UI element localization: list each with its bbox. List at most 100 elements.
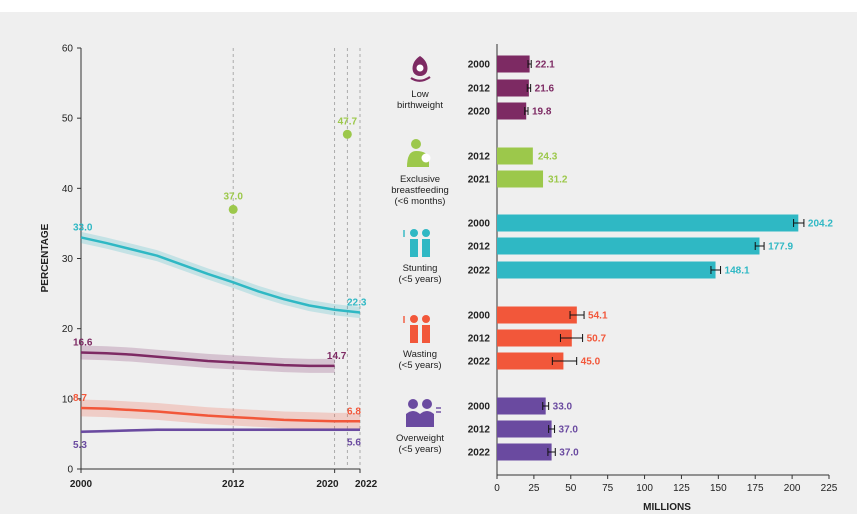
bar-x-tick-label: 125 (673, 483, 690, 494)
low-birthweight-icon (410, 56, 431, 82)
overweight-bar-value-label: 37.0 (559, 425, 579, 436)
wasting-bar-value-label: 45.0 (581, 357, 601, 368)
stunting-bar-value-label: 148.1 (725, 266, 750, 277)
bar-chart: 0 25 50 75 100 125 150 175 200 225 MILLIONS 2000 22.… (468, 44, 838, 513)
y-tick-label: 30 (62, 254, 74, 265)
category-label: (<6 months) (395, 196, 446, 207)
category-label: Exclusive (400, 174, 440, 185)
overweight-bar (497, 443, 552, 461)
stunting-bar-value-label: 177.9 (768, 242, 793, 253)
stunting-icon (403, 229, 430, 257)
child-body-shape (420, 411, 434, 427)
child-head-shape (410, 315, 418, 323)
bar-year-label: 2000 (468, 219, 491, 230)
low_birthweight-bar (497, 55, 530, 73)
top-band (0, 0, 857, 12)
bar-year-label: 2012 (468, 425, 491, 436)
overweight-start-label: 5.3 (73, 440, 87, 451)
y-tick-label: 20 (62, 324, 74, 335)
child-head-shape (422, 315, 430, 323)
child-head-shape (422, 229, 430, 237)
breastfeeding-bar (497, 147, 533, 165)
child-body-shape (410, 239, 418, 257)
bar-x-tick-label: 75 (602, 483, 614, 494)
bar-x-tick-label: 150 (710, 483, 727, 494)
x-tick-label: 2022 (355, 479, 378, 490)
low_birthweight-bar (497, 79, 529, 97)
mother-head-shape (411, 139, 421, 149)
overweight-bar (497, 397, 546, 415)
stunting-uncertainty-band (81, 231, 360, 319)
y-axis-label: PERCENTAGE (40, 223, 51, 292)
category-label: (<5 years) (398, 360, 441, 371)
wasting-uncertainty-band (81, 399, 360, 430)
category-label: birthweight (397, 100, 443, 111)
wasting-bar (497, 329, 572, 347)
wasting-bar (497, 306, 577, 324)
child-head-shape (422, 399, 432, 409)
overweight-line (80, 428, 360, 434)
low_birthweight-start-label: 16.6 (73, 338, 93, 349)
hand-shape (410, 76, 431, 82)
breastfeeding-icon (407, 139, 431, 167)
child-head-shape (410, 229, 418, 237)
overweight-bar (497, 420, 552, 438)
category-label: (<5 years) (398, 274, 441, 285)
bar-year-label: 2012 (468, 84, 491, 95)
bar-year-label: 2012 (468, 152, 491, 163)
bar-year-label: 2022 (468, 266, 491, 277)
low_birthweight-bar-value-label: 21.6 (535, 84, 555, 95)
breastfeeding-point (228, 204, 238, 214)
bar-x-tick-label: 0 (494, 483, 500, 494)
bar-year-label: 2000 (468, 311, 491, 322)
bar-year-label: 2020 (468, 107, 491, 118)
bar-x-tick-label: 225 (821, 483, 838, 494)
child-head-shape (408, 399, 418, 409)
wasting-line (80, 406, 360, 423)
bar-year-label: 2022 (468, 357, 491, 368)
overweight-icon (406, 399, 441, 427)
x-tick-label: 2012 (222, 479, 245, 490)
bar-x-tick-label: 175 (747, 483, 764, 494)
low_birthweight-bar (497, 102, 527, 120)
baby-head-shape (421, 153, 431, 163)
wasting-start-label: 8.7 (73, 393, 87, 404)
x-tick-label: 2000 (70, 479, 93, 490)
breastfeeding-bar (497, 170, 544, 188)
line-chart: 0 10 20 30 40 50 60 2000 2012 2020 2022 PERCENTAGE 3… (40, 44, 378, 491)
bar-year-label: 2012 (468, 242, 491, 253)
category-label: Overweight (396, 433, 444, 444)
bar-year-label: 2021 (468, 175, 491, 186)
low_birthweight-bar-value-label: 22.1 (535, 60, 555, 71)
bar-x-tick-label: 200 (784, 483, 801, 494)
bar-x-axis-label: MILLIONS (643, 502, 691, 513)
weight-dial-shape (416, 64, 424, 72)
stunting-bar (497, 214, 799, 232)
child-body-shape (422, 325, 430, 343)
bar-x-tick-label: 50 (565, 483, 577, 494)
stunting-bar (497, 237, 760, 255)
overweight-end-label: 5.6 (347, 438, 361, 449)
category-label: Low (411, 89, 429, 100)
child-body-shape (410, 325, 418, 343)
y-tick-label: 10 (62, 394, 74, 405)
child-body-shape (406, 411, 420, 427)
y-tick-label: 0 (67, 465, 73, 476)
bar-year-label: 2012 (468, 334, 491, 345)
breastfeeding-point (342, 129, 352, 139)
breastfeeding-bar-value-label: 24.3 (538, 152, 558, 163)
stunting-end-label: 22.3 (347, 298, 367, 309)
low_birthweight-end-label: 14.7 (327, 351, 347, 362)
overweight-bar-value-label: 33.0 (553, 402, 573, 413)
wasting-icon (403, 315, 430, 343)
breastfeeding-point-label: 47.7 (338, 116, 358, 127)
wasting-bar-value-label: 54.1 (588, 311, 608, 322)
category-label: breastfeeding (391, 185, 449, 196)
bar-x-tick-label: 100 (636, 483, 653, 494)
wasting-bar (497, 352, 564, 370)
stunting-start-label: 33.0 (73, 222, 93, 233)
overweight-bar-value-label: 37.0 (559, 448, 579, 459)
